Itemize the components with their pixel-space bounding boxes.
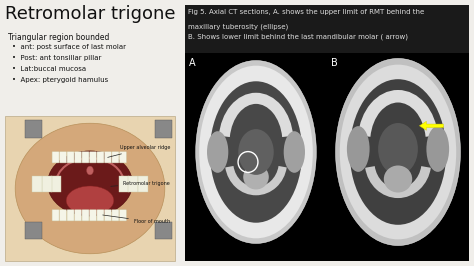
Bar [32,176,42,192]
Ellipse shape [336,59,460,246]
FancyBboxPatch shape [52,210,59,221]
Bar [155,222,172,239]
FancyBboxPatch shape [52,152,59,163]
FancyBboxPatch shape [67,210,74,221]
FancyBboxPatch shape [97,210,104,221]
Ellipse shape [66,186,114,215]
Ellipse shape [15,123,165,254]
Text: •  Lat:buccal mucosa: • Lat:buccal mucosa [12,66,86,72]
Bar [5,116,175,261]
Bar [155,120,172,138]
FancyBboxPatch shape [119,210,127,221]
Bar [42,176,52,192]
FancyBboxPatch shape [112,210,119,221]
Ellipse shape [199,66,313,238]
FancyBboxPatch shape [90,210,96,221]
FancyBboxPatch shape [104,210,111,221]
Ellipse shape [378,123,418,175]
Text: A: A [189,58,196,68]
Text: B: B [331,58,338,68]
FancyBboxPatch shape [60,152,66,163]
FancyBboxPatch shape [60,210,66,221]
Bar [51,176,61,192]
Ellipse shape [196,60,316,243]
Ellipse shape [210,81,302,223]
Ellipse shape [427,126,449,172]
Text: •  ant: post surface of last molar: • ant: post surface of last molar [12,44,126,50]
Text: Retromolar trigone: Retromolar trigone [111,181,170,186]
Ellipse shape [207,131,228,173]
Text: maxillary tuberosity (ellipse): maxillary tuberosity (ellipse) [188,23,288,30]
Ellipse shape [384,165,412,193]
Bar [185,5,469,53]
Ellipse shape [243,164,269,189]
Text: •  Apex: pterygoid hamulus: • Apex: pterygoid hamulus [12,77,108,83]
FancyBboxPatch shape [112,152,119,163]
Bar [26,120,42,138]
Ellipse shape [350,79,447,225]
Ellipse shape [347,126,370,172]
Bar [119,176,129,192]
FancyBboxPatch shape [82,152,89,163]
Text: •  Post: ant tonsillar pillar: • Post: ant tonsillar pillar [12,55,101,61]
Bar [26,222,42,239]
FancyBboxPatch shape [97,152,104,163]
Text: Fig 5. Axial CT sections, A. shows the upper limit of RMT behind the: Fig 5. Axial CT sections, A. shows the u… [188,9,424,15]
Ellipse shape [47,151,133,216]
Ellipse shape [238,129,274,175]
Text: Upper alveolar ridge: Upper alveolar ridge [108,146,170,157]
FancyBboxPatch shape [67,152,74,163]
FancyBboxPatch shape [74,210,82,221]
Text: Floor of mouth: Floor of mouth [103,215,170,224]
Text: Triangular region bounded: Triangular region bounded [8,33,109,42]
FancyBboxPatch shape [82,210,89,221]
Bar [138,176,148,192]
FancyBboxPatch shape [74,152,82,163]
Text: B. Shows lower limit behind the last mandibular molar ( arrow): B. Shows lower limit behind the last man… [188,34,408,40]
Bar [185,5,469,261]
FancyArrow shape [419,121,444,130]
Text: Retromolar trigone: Retromolar trigone [5,5,175,23]
Ellipse shape [340,65,456,239]
FancyBboxPatch shape [119,152,127,163]
FancyBboxPatch shape [90,152,96,163]
FancyBboxPatch shape [104,152,111,163]
Ellipse shape [284,131,305,173]
Ellipse shape [87,166,93,175]
Bar [128,176,138,192]
